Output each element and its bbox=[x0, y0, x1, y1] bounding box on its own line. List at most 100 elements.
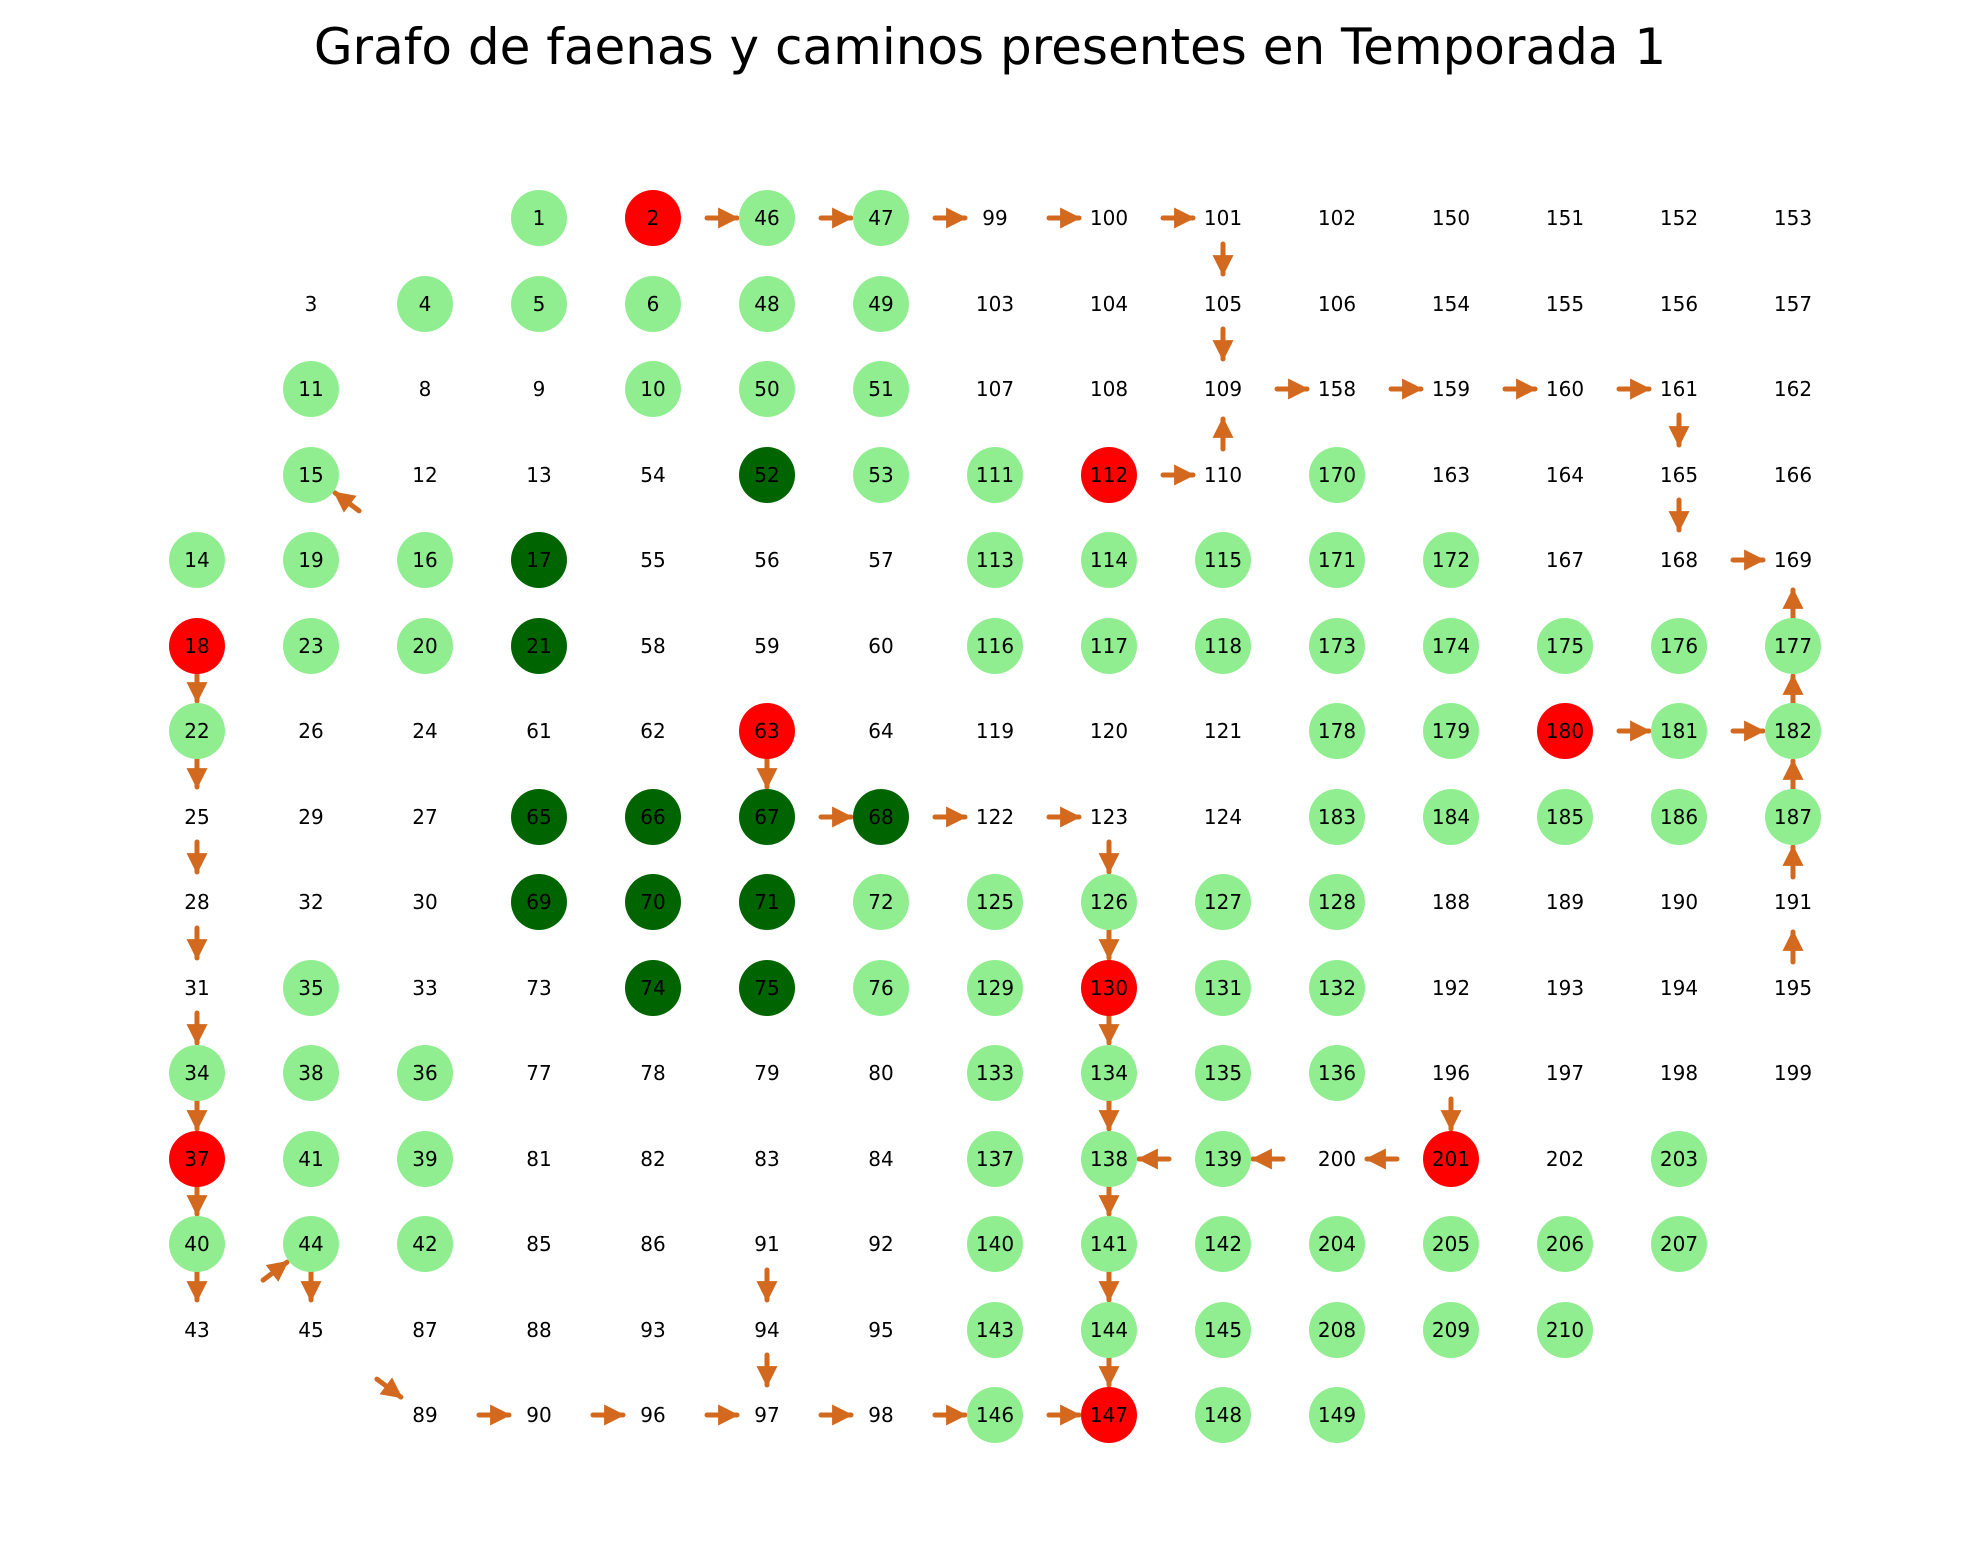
node-circle-40 bbox=[169, 1216, 225, 1272]
node-label-166: 166 bbox=[1774, 463, 1812, 487]
node-205: 205 bbox=[1423, 1216, 1479, 1272]
node-198: 198 bbox=[1660, 1061, 1698, 1085]
node-label-30: 30 bbox=[412, 890, 437, 914]
node-label-69: 69 bbox=[526, 890, 551, 914]
node-label-191: 191 bbox=[1774, 890, 1812, 914]
node-149: 149 bbox=[1309, 1387, 1365, 1443]
node-label-205: 205 bbox=[1432, 1232, 1470, 1256]
node-label-73: 73 bbox=[526, 976, 551, 1000]
node-circle-118 bbox=[1195, 618, 1251, 674]
node-152: 152 bbox=[1660, 206, 1698, 230]
node-49: 49 bbox=[853, 276, 909, 332]
node-label-102: 102 bbox=[1318, 206, 1356, 230]
node-59: 59 bbox=[754, 634, 779, 658]
node-175: 175 bbox=[1537, 618, 1593, 674]
node-182: 182 bbox=[1765, 703, 1821, 759]
node-label-139: 139 bbox=[1204, 1147, 1242, 1171]
node-circle-115 bbox=[1195, 532, 1251, 588]
node-26: 26 bbox=[298, 719, 323, 743]
node-12: 12 bbox=[412, 463, 437, 487]
node-label-187: 187 bbox=[1774, 805, 1812, 829]
node-111: 111 bbox=[967, 447, 1023, 503]
node-circle-136 bbox=[1309, 1045, 1365, 1101]
node-label-207: 207 bbox=[1660, 1232, 1698, 1256]
node-label-64: 64 bbox=[868, 719, 893, 743]
node-102: 102 bbox=[1318, 206, 1356, 230]
node-155: 155 bbox=[1546, 292, 1584, 316]
node-label-101: 101 bbox=[1204, 206, 1242, 230]
node-label-95: 95 bbox=[868, 1318, 893, 1342]
node-94: 94 bbox=[754, 1318, 779, 1342]
node-169: 169 bbox=[1774, 548, 1812, 572]
node-138: 138 bbox=[1081, 1131, 1137, 1187]
node-117: 117 bbox=[1081, 618, 1137, 674]
node-label-34: 34 bbox=[184, 1061, 209, 1085]
node-label-91: 91 bbox=[754, 1232, 779, 1256]
node-3: 3 bbox=[305, 292, 318, 316]
node-129: 129 bbox=[967, 960, 1023, 1016]
node-label-192: 192 bbox=[1432, 976, 1470, 1000]
node-circle-129 bbox=[967, 960, 1023, 1016]
node-circle-16 bbox=[397, 532, 453, 588]
node-label-161: 161 bbox=[1660, 377, 1698, 401]
node-48: 48 bbox=[739, 276, 795, 332]
node-21: 21 bbox=[511, 618, 567, 674]
node-circle-137 bbox=[967, 1131, 1023, 1187]
node-circle-67 bbox=[739, 789, 795, 845]
node-label-74: 74 bbox=[640, 976, 665, 1000]
node-label-17: 17 bbox=[526, 548, 551, 572]
node-20: 20 bbox=[397, 618, 453, 674]
node-148: 148 bbox=[1195, 1387, 1251, 1443]
node-87: 87 bbox=[412, 1318, 437, 1342]
node-label-35: 35 bbox=[298, 976, 323, 1000]
node-label-189: 189 bbox=[1546, 890, 1584, 914]
node-circle-205 bbox=[1423, 1216, 1479, 1272]
node-circle-50 bbox=[739, 361, 795, 417]
node-label-50: 50 bbox=[754, 377, 779, 401]
node-120: 120 bbox=[1090, 719, 1128, 743]
node-circle-144 bbox=[1081, 1302, 1137, 1358]
node-157: 157 bbox=[1774, 292, 1812, 316]
node-181: 181 bbox=[1651, 703, 1707, 759]
node-label-177: 177 bbox=[1774, 634, 1812, 658]
node-137: 137 bbox=[967, 1131, 1023, 1187]
node-circle-74 bbox=[625, 960, 681, 1016]
node-label-49: 49 bbox=[868, 292, 893, 316]
node-54: 54 bbox=[640, 463, 665, 487]
node-88: 88 bbox=[526, 1318, 551, 1342]
node-circle-71 bbox=[739, 874, 795, 930]
edge-16-15 bbox=[332, 490, 362, 514]
node-label-47: 47 bbox=[868, 206, 893, 230]
node-circle-173 bbox=[1309, 618, 1365, 674]
node-circle-181 bbox=[1651, 703, 1707, 759]
node-85: 85 bbox=[526, 1232, 551, 1256]
node-82: 82 bbox=[640, 1147, 665, 1171]
node-circle-38 bbox=[283, 1045, 339, 1101]
node-circle-70 bbox=[625, 874, 681, 930]
node-114: 114 bbox=[1081, 532, 1137, 588]
node-label-37: 37 bbox=[184, 1147, 209, 1171]
node-126: 126 bbox=[1081, 874, 1137, 930]
node-91: 91 bbox=[754, 1232, 779, 1256]
edge-45-89 bbox=[374, 1376, 404, 1400]
node-199: 199 bbox=[1774, 1061, 1812, 1085]
node-label-165: 165 bbox=[1660, 463, 1698, 487]
node-29: 29 bbox=[298, 805, 323, 829]
node-label-104: 104 bbox=[1090, 292, 1128, 316]
node-label-124: 124 bbox=[1204, 805, 1242, 829]
node-110: 110 bbox=[1204, 463, 1242, 487]
node-circle-1 bbox=[511, 190, 567, 246]
node-circle-183 bbox=[1309, 789, 1365, 845]
node-57: 57 bbox=[868, 548, 893, 572]
node-label-46: 46 bbox=[754, 206, 779, 230]
node-146: 146 bbox=[967, 1387, 1023, 1443]
graph-title: Grafo de faenas y caminos presentes en T… bbox=[313, 18, 1667, 76]
node-200: 200 bbox=[1318, 1147, 1356, 1171]
node-125: 125 bbox=[967, 874, 1023, 930]
node-label-44: 44 bbox=[298, 1232, 323, 1256]
node-label-111: 111 bbox=[976, 463, 1014, 487]
node-circle-185 bbox=[1537, 789, 1593, 845]
node-circle-75 bbox=[739, 960, 795, 1016]
node-65: 65 bbox=[511, 789, 567, 845]
